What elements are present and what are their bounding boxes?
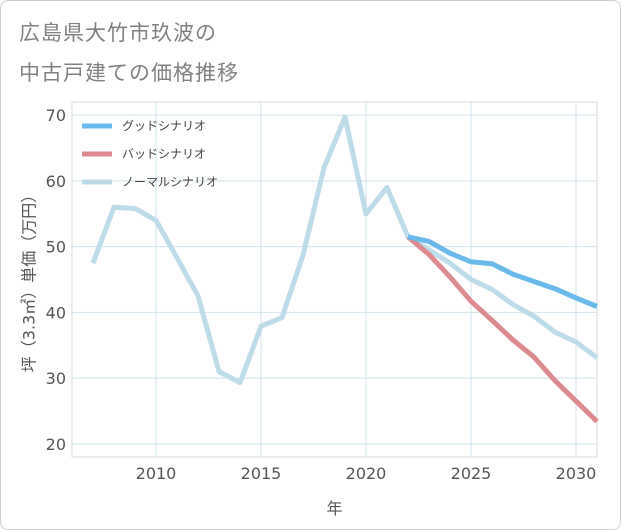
y-axis-ticks: 20 30 40 50 60 70 bbox=[46, 106, 66, 454]
y-tick-label: 70 bbox=[46, 106, 66, 125]
legend-label: バッドシナリオ bbox=[122, 147, 206, 161]
x-tick-label: 2015 bbox=[241, 464, 282, 483]
y-tick-label: 60 bbox=[46, 172, 66, 191]
x-tick-label: 2010 bbox=[136, 464, 177, 483]
x-axis-ticks: 2010 2015 2020 2025 2030 bbox=[136, 464, 597, 483]
y-tick-label: 50 bbox=[46, 238, 66, 257]
series-line-1 bbox=[406, 234, 599, 424]
x-tick-label: 2020 bbox=[346, 464, 387, 483]
y-tick-label: 20 bbox=[46, 435, 66, 454]
chart-title-line-2: 中古戸建ての価格推移 bbox=[19, 61, 239, 85]
legend-label: ノーマルシナリオ bbox=[122, 175, 218, 189]
series-line-0 bbox=[407, 234, 598, 309]
y-tick-label: 30 bbox=[46, 369, 66, 388]
plot-frame bbox=[71, 101, 598, 458]
series-lines bbox=[90, 114, 599, 424]
x-tick-label: 2030 bbox=[556, 464, 597, 483]
x-tick-label: 2025 bbox=[451, 464, 492, 483]
x-axis-label: 年 bbox=[326, 499, 342, 518]
legend-label: グッドシナリオ bbox=[122, 119, 206, 133]
chart-title-line-1: 広島県大竹市玖波の bbox=[19, 21, 217, 45]
y-axis-label: 坪（3.3㎡）単価（万円） bbox=[20, 187, 39, 372]
series-line-2 bbox=[90, 114, 599, 386]
y-tick-label: 40 bbox=[46, 303, 66, 322]
